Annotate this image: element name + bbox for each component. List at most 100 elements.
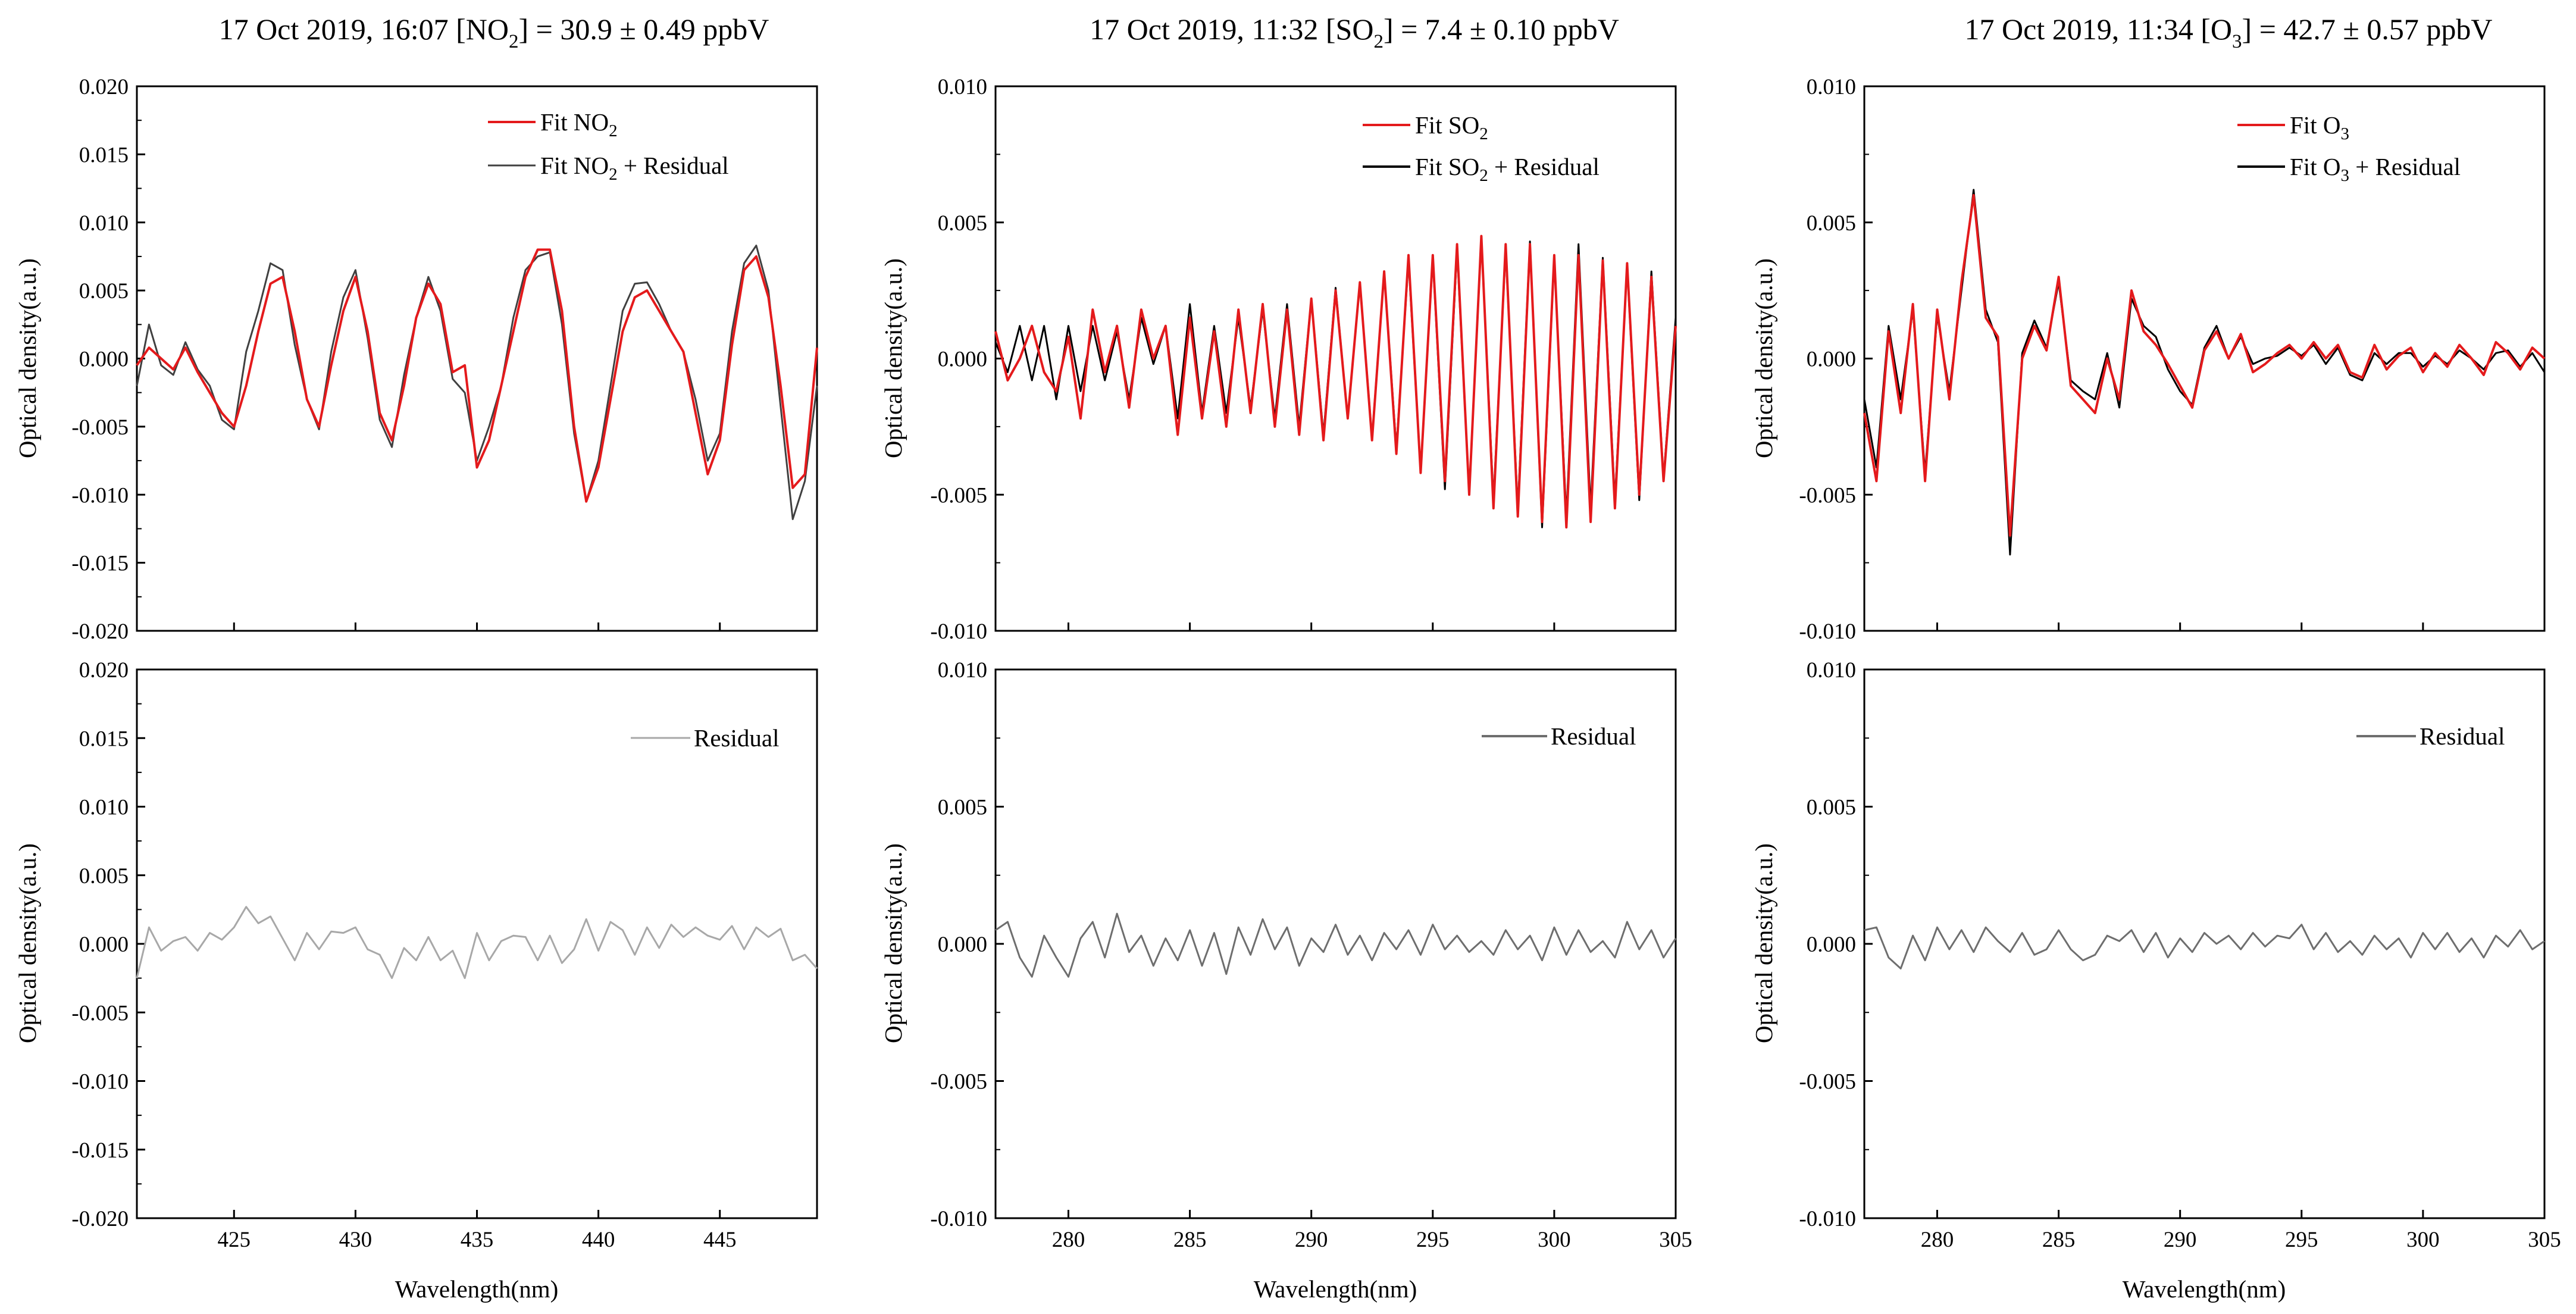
- y-tick-label: -0.005: [930, 483, 987, 508]
- legend-label-measured: Fit O3 + Residual: [2290, 153, 2461, 185]
- x-ticks: 280 285 290 295 300 305: [1921, 1210, 2561, 1252]
- y-ticks: 0.020 0.015 0.010 0.005 0.000 -0.005 -0.010 -0.…: [71, 658, 145, 1231]
- x-tick-label: 285: [1173, 1228, 1207, 1252]
- bottom-plot: 0.020 0.015 0.010 0.005 0.000 -0.005 -0.010 -0.…: [14, 658, 818, 1303]
- legend-label-measured: Fit SO2 + Residual: [1415, 153, 1600, 185]
- y-tick-label: -0.010: [1799, 1207, 1856, 1231]
- panel-title: 17 Oct 2019, 11:32 [SO2] = 7.4 ± 0.10 pp…: [1090, 12, 1619, 52]
- legend: Residual: [1482, 722, 1636, 750]
- y-tick-label: 0.005: [938, 796, 987, 820]
- x-minor-ticks: [233, 622, 721, 631]
- y-tick-label: 0.000: [1807, 348, 1856, 372]
- x-tick-label: 430: [339, 1228, 373, 1252]
- y-tick-label: -0.005: [1799, 1070, 1856, 1094]
- y-tick-label: -0.010: [71, 1070, 129, 1094]
- y-tick-label: 0.005: [79, 864, 129, 888]
- series-layer: [995, 912, 1677, 978]
- bottom-plot: 0.010 0.005 0.000 -0.005 -0.010 280 285 290 295…: [1750, 658, 2561, 1303]
- series-layer: [136, 906, 818, 980]
- x-minor-ticks: [1067, 622, 1677, 631]
- y-tick-label: -0.015: [71, 552, 129, 576]
- y-tick-label: 0.015: [79, 727, 129, 751]
- y-axis-label: Optical density(a.u.): [879, 258, 907, 458]
- y-tick-label: 0.015: [79, 143, 129, 167]
- y-axis-label: Optical density(a.u.): [1750, 258, 1777, 458]
- y-tick-label: 0.010: [1807, 75, 1856, 99]
- y-tick-label: 0.010: [79, 796, 129, 820]
- y-tick-label: -0.005: [930, 1070, 987, 1094]
- legend-label-fit: Fit SO2: [1415, 111, 1488, 143]
- x-tick-label: 295: [1416, 1228, 1450, 1252]
- x-tick-label: 425: [218, 1228, 251, 1252]
- x-minor-ticks: [1936, 622, 2546, 631]
- panel-no2: 17 Oct 2019, 16:07 [NO2] = 30.9 ± 0.49 p…: [14, 12, 818, 1303]
- y-ticks: 0.010 0.005 0.000 -0.005 -0.010: [930, 75, 1004, 644]
- x-tick-label: 300: [2406, 1228, 2440, 1252]
- x-tick-label: 305: [2528, 1228, 2561, 1252]
- x-tick-label: 290: [1295, 1228, 1328, 1252]
- y-tick-label: 0.000: [79, 933, 129, 957]
- x-tick-label: 305: [1659, 1228, 1692, 1252]
- y-tick-label: -0.020: [71, 620, 129, 644]
- legend: Fit SO2 Fit SO2 + Residual: [1363, 111, 1600, 185]
- top-plot: 0.010 0.005 0.000 -0.005 -0.010 Optical dens…: [879, 75, 1677, 644]
- y-tick-label: 0.000: [1807, 933, 1856, 957]
- bottom-plot: 0.010 0.005 0.000 -0.005 -0.010 280 285 290 295…: [879, 658, 1692, 1303]
- legend: Fit NO2 Fit NO2 + Residual: [488, 108, 729, 184]
- y-ticks: 0.010 0.005 0.000 -0.005 -0.010: [1799, 75, 1873, 644]
- panel-title: 17 Oct 2019, 16:07 [NO2] = 30.9 ± 0.49 p…: [219, 12, 769, 52]
- y-tick-label: -0.005: [1799, 483, 1856, 508]
- y-tick-label: 0.010: [938, 75, 987, 99]
- y-axis-label: Optical density(a.u.): [879, 843, 907, 1043]
- series-fit-line: [994, 234, 1677, 529]
- y-tick-label: 0.020: [79, 75, 129, 99]
- x-axis-label: Wavelength(nm): [1254, 1275, 1417, 1303]
- series-layer: [994, 234, 1677, 529]
- y-tick-label: 0.000: [938, 348, 987, 372]
- series-layer: [1864, 924, 2545, 969]
- y-tick-label: 0.005: [1807, 796, 1856, 820]
- legend-label-fit: Fit NO2: [540, 108, 618, 140]
- y-tick-label: 0.010: [938, 658, 987, 683]
- series-residual-line: [995, 912, 1677, 978]
- y-tick-label: 0.005: [79, 279, 129, 304]
- x-ticks: 280 285 290 295 300 305: [1052, 1210, 1692, 1252]
- legend-label-measured: Fit NO2 + Residual: [540, 152, 729, 184]
- series-layer: [1863, 189, 2546, 556]
- series-residual-line: [136, 906, 818, 980]
- x-tick-label: 290: [2164, 1228, 2197, 1252]
- y-axis-label: Optical density(a.u.): [14, 843, 41, 1043]
- y-axis-label: Optical density(a.u.): [1750, 843, 1777, 1043]
- x-tick-label: 280: [1052, 1228, 1085, 1252]
- x-tick-label: 280: [1921, 1228, 1954, 1252]
- y-tick-label: -0.010: [1799, 620, 1856, 644]
- top-plot: 0.010 0.005 0.000 -0.005 -0.010 Optical dens…: [1750, 75, 2546, 644]
- y-axis-label: Optical density(a.u.): [14, 258, 41, 458]
- y-tick-label: -0.010: [930, 1207, 987, 1231]
- x-tick-label: 440: [582, 1228, 615, 1252]
- y-tick-label: -0.010: [71, 483, 129, 508]
- x-axis-label: Wavelength(nm): [395, 1275, 559, 1303]
- x-tick-label: 445: [703, 1228, 737, 1252]
- x-tick-label: 295: [2285, 1228, 2318, 1252]
- y-tick-label: 0.000: [79, 348, 129, 372]
- y-tick-label: 0.020: [79, 658, 129, 683]
- series-layer: [136, 245, 818, 520]
- panel-title: 17 Oct 2019, 11:34 [O3] = 42.7 ± 0.57 pp…: [1965, 12, 2493, 52]
- legend-label-residual: Residual: [1551, 722, 1636, 750]
- y-ticks: 0.010 0.005 0.000 -0.005 -0.010: [930, 658, 1004, 1231]
- panel-so2: 17 Oct 2019, 11:32 [SO2] = 7.4 ± 0.10 pp…: [879, 12, 1692, 1303]
- y-tick-label: -0.010: [930, 620, 987, 644]
- x-axis-label: Wavelength(nm): [2123, 1275, 2286, 1303]
- y-tick-label: -0.005: [71, 1001, 129, 1025]
- legend-label-fit: Fit O3: [2290, 111, 2349, 143]
- y-ticks: 0.020 0.015 0.010 0.005 0.000 -0.005 -0.010 -0.…: [71, 75, 145, 644]
- legend: Fit O3 Fit O3 + Residual: [2237, 111, 2461, 185]
- legend-label-residual: Residual: [2420, 722, 2505, 750]
- x-tick-label: 435: [461, 1228, 494, 1252]
- y-tick-label: 0.010: [79, 211, 129, 236]
- x-tick-label: 300: [1538, 1228, 1571, 1252]
- y-tick-label: 0.010: [1807, 658, 1856, 683]
